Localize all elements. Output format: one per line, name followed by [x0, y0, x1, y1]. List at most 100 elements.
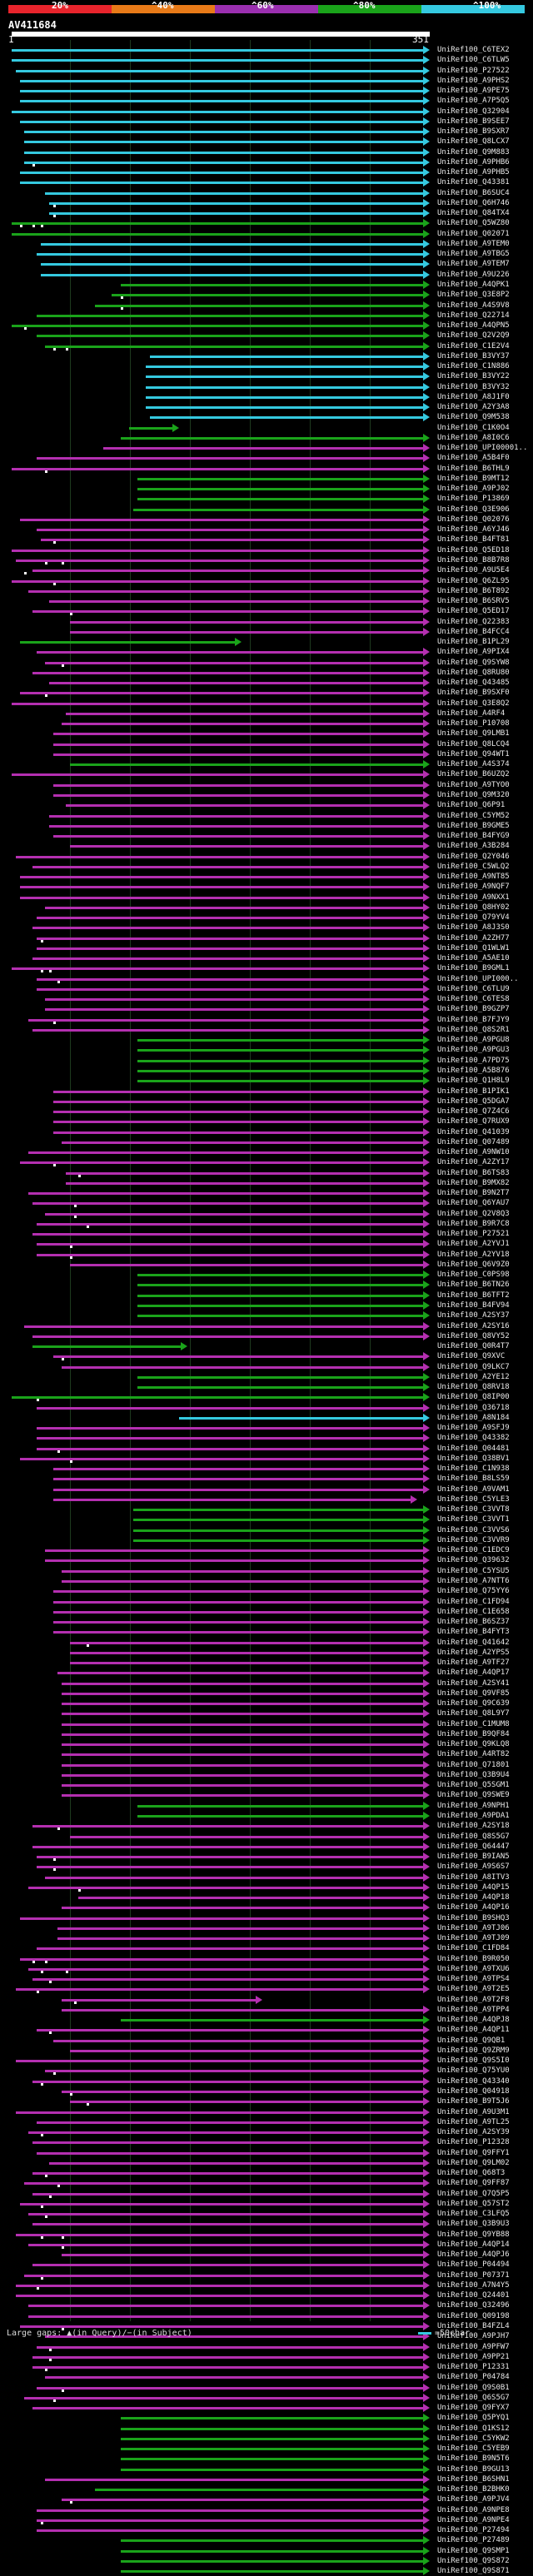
hit-link[interactable]: UniRef100_Q3B9U4	[437, 1770, 510, 1779]
hit-link[interactable]: UniRef100_Q68T3	[437, 2169, 506, 2178]
hit-link[interactable]: UniRef100_Q02071	[437, 229, 510, 238]
hit-link[interactable]: UniRef100_A2YV18	[437, 1250, 510, 1259]
hit-link[interactable]: UniRef100_Q1H8L9	[437, 1077, 510, 1086]
hit-link[interactable]: UniRef100_A7NTT6	[437, 1577, 510, 1585]
hit-link[interactable]: UniRef100_C3VVS6	[437, 1525, 510, 1534]
hit-link[interactable]: UniRef100_Q6ZL95	[437, 576, 510, 585]
hit-link[interactable]: UniRef100_C5YM52	[437, 811, 510, 820]
hit-link[interactable]: UniRef100_Q0R4T7	[437, 1342, 510, 1351]
hit-link[interactable]: UniRef100_P27494	[437, 2526, 510, 2535]
hit-link[interactable]: UniRef100_Q04481	[437, 1444, 510, 1453]
hit-link[interactable]: UniRef100_C1FD94	[437, 1597, 510, 1606]
hit-link[interactable]: UniRef100_A4S374	[437, 760, 510, 769]
hit-link[interactable]: UniRef100_Q8IP00	[437, 1393, 510, 1402]
hit-link[interactable]: UniRef100_B9SXR7	[437, 127, 510, 137]
hit-link[interactable]: UniRef100_A9NPE4	[437, 2515, 510, 2524]
hit-link[interactable]: UniRef100_Q9LMB1	[437, 729, 510, 738]
hit-link[interactable]: UniRef100_A4RT82	[437, 1750, 510, 1759]
hit-link[interactable]: UniRef100_Q6YAU7	[437, 1199, 510, 1208]
hit-link[interactable]: UniRef100_B4FCC4	[437, 627, 510, 636]
hit-link[interactable]: UniRef100_B9GU13	[437, 2464, 510, 2474]
hit-link[interactable]: UniRef100_A5B876	[437, 1067, 510, 1075]
hit-link[interactable]: UniRef100_C3LFQ5	[437, 2210, 510, 2219]
hit-link[interactable]: UniRef100_B3VY37	[437, 351, 510, 361]
hit-link[interactable]: UniRef100_Q1KS12	[437, 2424, 510, 2433]
hit-link[interactable]: UniRef100_C1EDC9	[437, 1546, 510, 1555]
hit-link[interactable]: UniRef100_Q24401	[437, 2291, 510, 2300]
hit-link[interactable]: UniRef100_A9PE75	[437, 87, 510, 96]
hit-link[interactable]: UniRef100_Q36718	[437, 1403, 510, 1412]
hit-link[interactable]: UniRef100_B3VY32	[437, 382, 510, 391]
hit-link[interactable]: UniRef100_Q22714	[437, 311, 510, 320]
hit-link[interactable]: UniRef100_Q02076	[437, 515, 510, 524]
hit-link[interactable]: UniRef100_A4QPK1	[437, 280, 510, 289]
hit-link[interactable]: UniRef100_Q5ED18	[437, 545, 510, 554]
hit-link[interactable]: UniRef100_Q9S871	[437, 2567, 510, 2576]
hit-link[interactable]: UniRef100_A9NXX1	[437, 893, 510, 902]
hit-link[interactable]: UniRef100_B9GML1	[437, 964, 510, 973]
hit-link[interactable]: UniRef100_Q8VY52	[437, 1331, 510, 1340]
hit-link[interactable]: UniRef100_A9PDA1	[437, 1811, 510, 1820]
hit-link[interactable]: UniRef100_B9N2T7	[437, 1189, 510, 1198]
hit-link[interactable]: UniRef100_Q9FF87	[437, 2179, 510, 2188]
hit-link[interactable]: UniRef100_B8LS59	[437, 1474, 510, 1484]
hit-link[interactable]: UniRef100_Q32496	[437, 2301, 510, 2310]
hit-link[interactable]: UniRef100_Q5WZ80	[437, 219, 510, 228]
hit-link[interactable]: UniRef100_Q2V2Q9	[437, 331, 510, 341]
hit-link[interactable]: UniRef100_A2SY16	[437, 1321, 510, 1330]
hit-link[interactable]: UniRef100_P27489	[437, 2536, 510, 2545]
hit-link[interactable]: UniRef100_B9MT12	[437, 474, 510, 483]
hit-link[interactable]: UniRef100_Q3B9U3	[437, 2220, 510, 2229]
hit-link[interactable]: UniRef100_B6SRV5	[437, 597, 510, 606]
hit-link[interactable]: UniRef100_C5WLQ2	[437, 862, 510, 871]
hit-link[interactable]: UniRef100_Q5DGA7	[437, 1097, 510, 1106]
hit-link[interactable]: UniRef100_P10708	[437, 719, 510, 729]
hit-link[interactable]: UniRef100_A9U5E4	[437, 566, 510, 575]
hit-link[interactable]: UniRef100_B6SUC4	[437, 188, 510, 197]
hit-link[interactable]: UniRef100_Q9FYX7	[437, 2404, 510, 2413]
hit-link[interactable]: UniRef100_Q8S5G7	[437, 1832, 510, 1841]
hit-link[interactable]: UniRef100_Q43381	[437, 178, 510, 187]
hit-link[interactable]: UniRef100_A4QP11	[437, 2026, 510, 2035]
hit-link[interactable]: UniRef100_C1N938	[437, 1465, 510, 1474]
hit-link[interactable]: UniRef100_Q84TX4	[437, 209, 510, 218]
hit-link[interactable]: UniRef100_A9TL25	[437, 2117, 510, 2126]
hit-link[interactable]: UniRef100_B9T5J6	[437, 2097, 510, 2106]
hit-link[interactable]: UniRef100_A4QP18	[437, 1893, 510, 1902]
hit-link[interactable]: UniRef100_A8J3S0	[437, 923, 510, 932]
hit-link[interactable]: UniRef100_A3B284	[437, 842, 510, 851]
hit-link[interactable]: UniRef100_A2SY37	[437, 1311, 510, 1320]
hit-link[interactable]: UniRef100_Q7Q5P5	[437, 2189, 510, 2198]
hit-link[interactable]: UniRef100_Q9ZRM9	[437, 2046, 510, 2055]
hit-link[interactable]: UniRef100_Q38BV1	[437, 1454, 510, 1463]
hit-link[interactable]: UniRef100_A8ITV3	[437, 1872, 510, 1882]
hit-link[interactable]: UniRef100_Q3E8P2	[437, 291, 510, 300]
hit-link[interactable]: UniRef100_B3VY22	[437, 372, 510, 381]
hit-link[interactable]: UniRef100_C6TEX2	[437, 46, 510, 54]
hit-link[interactable]: UniRef100_C1FD84	[437, 1944, 510, 1953]
hit-link[interactable]: UniRef100_B9QF84	[437, 1729, 510, 1738]
hit-link[interactable]: UniRef100_UPI00001..	[437, 444, 528, 453]
hit-link[interactable]: UniRef100_Q39632	[437, 1556, 510, 1565]
hit-link[interactable]: UniRef100_Q04918	[437, 2087, 510, 2096]
hit-link[interactable]: UniRef100_A4QP14	[437, 2240, 510, 2249]
hit-link[interactable]: UniRef100_A9U3M1	[437, 2107, 510, 2116]
hit-link[interactable]: UniRef100_Q9FFY1	[437, 2148, 510, 2157]
hit-link[interactable]: UniRef100_C3VVT8	[437, 1505, 510, 1514]
hit-link[interactable]: UniRef100_A8N184	[437, 1413, 510, 1422]
hit-link[interactable]: UniRef100_A9NPH1	[437, 1801, 510, 1810]
hit-link[interactable]: UniRef100_A5AE10	[437, 954, 510, 963]
hit-link[interactable]: UniRef100_A9NQF7	[437, 883, 510, 892]
hit-link[interactable]: UniRef100_Q7Z4C6	[437, 1107, 510, 1116]
hit-link[interactable]: UniRef100_P12331	[437, 2363, 510, 2372]
hit-link[interactable]: UniRef100_Q9VF85	[437, 1688, 510, 1698]
hit-link[interactable]: UniRef100_A4QPJ6	[437, 2250, 510, 2260]
hit-link[interactable]: UniRef100_A9PGU8	[437, 1036, 510, 1045]
hit-link[interactable]: UniRef100_Q9M538	[437, 413, 510, 422]
hit-link[interactable]: UniRef100_Q9KLQ8	[437, 1740, 510, 1749]
hit-link[interactable]: UniRef100_Q3E906	[437, 505, 510, 514]
hit-link[interactable]: UniRef100_A9PHS2	[437, 76, 510, 85]
hit-link[interactable]: UniRef100_Q9M883	[437, 147, 510, 157]
hit-link[interactable]: UniRef100_B9R7C8	[437, 1219, 510, 1228]
hit-link[interactable]: UniRef100_Q3E8Q2	[437, 699, 510, 708]
